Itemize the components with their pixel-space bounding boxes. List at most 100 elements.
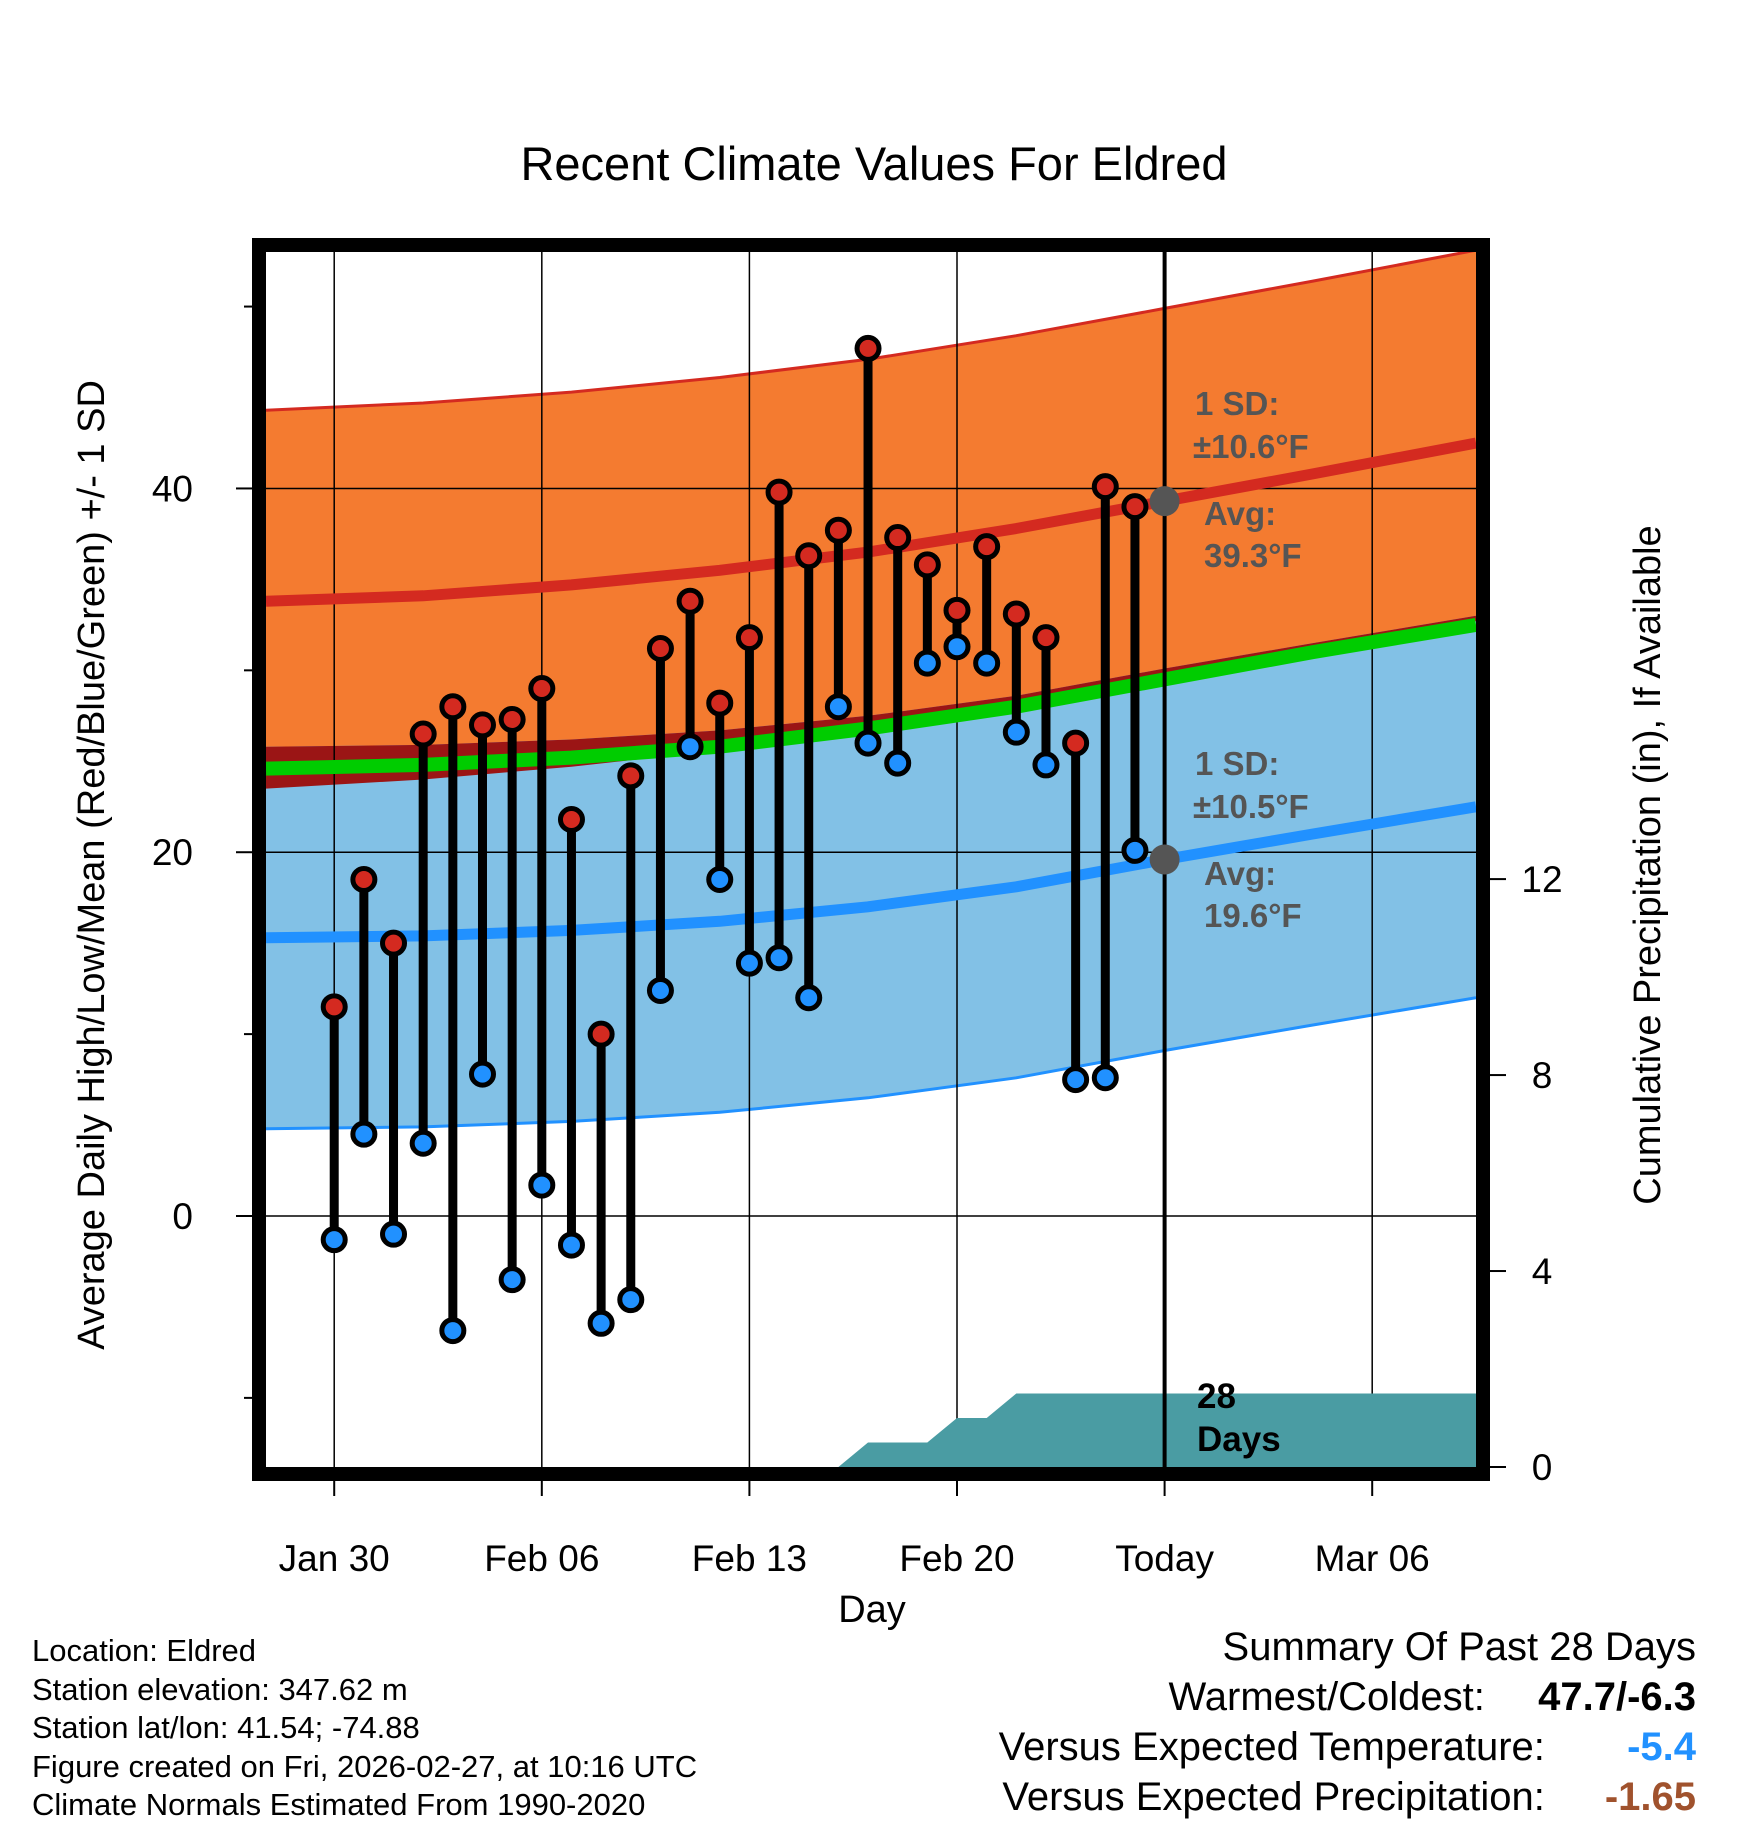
obs-low-point (380, 1220, 408, 1248)
y2-tick-label: 8 (1532, 1055, 1553, 1096)
obs-low-point (1121, 836, 1149, 864)
y-tick-label: 40 (152, 468, 193, 509)
obs-low-point (735, 949, 763, 977)
normals-text: Climate Normals Estimated From 1990-2020 (32, 1787, 646, 1822)
obs-low-point (1002, 718, 1030, 746)
plot-area (266, 252, 1476, 1467)
obs-high-point (913, 551, 941, 579)
y-tick-label: 0 (172, 1196, 193, 1237)
obs-high-point (973, 533, 1001, 561)
y2-tick-label: 4 (1532, 1251, 1553, 1292)
x-axis: Jan 30 Feb 06 Feb 13 Feb 20 Today Mar 06 (279, 1481, 1430, 1579)
x-tick-label: Feb 06 (484, 1538, 599, 1579)
summary-temp-value: -5.4 (1627, 1725, 1696, 1769)
obs-high-point (528, 675, 556, 703)
obs-low-point (1032, 751, 1060, 779)
obs-high-point (380, 929, 408, 957)
obs-high-point (646, 635, 674, 663)
summary-warmest-label: Warmest/Coldest: (1168, 1675, 1485, 1719)
x-axis-label: Day (838, 1589, 906, 1631)
obs-low-point (557, 1231, 585, 1259)
obs-high-point (884, 524, 912, 552)
obs-high-point (765, 478, 793, 506)
low-sd-value: ±10.5°F (1193, 788, 1309, 825)
summary-warmest-row: Warmest/Coldest: 47.7/-6.3 (999, 1672, 1697, 1722)
summary-warmest-value: 47.7/-6.3 (1538, 1675, 1696, 1719)
obs-low-point (706, 866, 734, 894)
obs-low-point (350, 1120, 378, 1148)
obs-high-point (1062, 729, 1090, 757)
y2-tick-label: 0 (1532, 1447, 1553, 1488)
obs-high-point (854, 334, 882, 362)
obs-high-point (824, 516, 852, 544)
observations (320, 334, 1149, 1345)
obs-high-point (735, 624, 763, 652)
station-metadata: Location: Eldred Station elevation: 347.… (32, 1632, 697, 1825)
high-sd-label: 1 SD: (1195, 385, 1279, 422)
latlon-text: Station lat/lon: 41.54; -74.88 (32, 1710, 420, 1745)
obs-low-point (439, 1317, 467, 1345)
obs-high-point (706, 689, 734, 717)
obs-high-point (795, 542, 823, 570)
summary-precip-row: Versus Expected Precipitation: -1.65 (999, 1772, 1696, 1822)
obs-low-point (824, 693, 852, 721)
created-text: Figure created on Fri, 2026-02-27, at 10… (32, 1748, 698, 1784)
low-avg-label: Avg: (1204, 855, 1276, 892)
obs-low-point (646, 976, 674, 1004)
x-tick-label: Today (1115, 1538, 1214, 1579)
obs-low-point (468, 1060, 496, 1088)
days-count-label: 28 (1197, 1377, 1236, 1416)
low-avg-today-marker (1149, 844, 1180, 875)
low-avg-line (266, 801, 1476, 944)
obs-high-point (676, 587, 704, 615)
obs-high-point (350, 866, 378, 894)
obs-high-point (943, 596, 971, 624)
low-sd-label: 1 SD: (1195, 745, 1279, 782)
obs-low-point (1062, 1066, 1090, 1094)
location-text: Location: Eldred (32, 1633, 257, 1668)
x-tick-label: Jan 30 (279, 1538, 390, 1579)
summary-title: Summary Of Past 28 Days (1222, 1625, 1696, 1669)
summary-temp-row: Versus Expected Temperature: -5.4 (999, 1722, 1696, 1772)
obs-high-point (439, 693, 467, 721)
y-axis-label: Average Daily High/Low/Mean (Red/Blue/Gr… (71, 380, 113, 1350)
obs-low-point (617, 1286, 645, 1314)
summary-precip-value: -1.65 (1604, 1775, 1696, 1819)
plot-frame (252, 238, 1490, 1481)
x-tick-label: Mar 06 (1315, 1538, 1430, 1579)
obs-low-point (320, 1226, 348, 1254)
summary-temp-label: Versus Expected Temperature: (998, 1725, 1545, 1769)
obs-high-point (1091, 473, 1119, 501)
obs-low-point (913, 649, 941, 677)
y2-axis-label: Cumulative Precipitation (in), If Availa… (1627, 525, 1669, 1204)
y2-axis: 0 4 8 12 (1490, 859, 1563, 1488)
days-unit-label: Days (1197, 1420, 1281, 1459)
obs-low-point (1091, 1064, 1119, 1092)
obs-high-point (1002, 600, 1030, 628)
obs-low-point (528, 1171, 556, 1199)
high-avg-today-marker (1149, 486, 1180, 517)
obs-high-point (587, 1020, 615, 1048)
summary-precip-label: Versus Expected Precipitation: (1002, 1775, 1545, 1819)
obs-high-point (1121, 493, 1149, 521)
y-axis: 0 20 40 (152, 305, 252, 1399)
x-tick-label: Feb 20 (899, 1538, 1014, 1579)
obs-low-point (498, 1266, 526, 1294)
obs-low-point (765, 944, 793, 972)
x-tick-label: Feb 13 (692, 1538, 807, 1579)
summary-panel: Summary Of Past 28 Days Warmest/Coldest:… (999, 1622, 1696, 1822)
y-tick-label: 20 (152, 832, 193, 873)
obs-low-point (973, 649, 1001, 677)
high-avg-label: Avg: (1204, 495, 1276, 532)
elevation-text: Station elevation: 347.62 m (32, 1671, 408, 1707)
obs-low-point (676, 733, 704, 761)
band-overlap (266, 615, 1476, 789)
obs-high-point (557, 805, 585, 833)
obs-low-point (795, 984, 823, 1012)
high-avg-value: 39.3°F (1204, 537, 1302, 574)
low-sd-lower-line (266, 996, 1476, 1131)
obs-high-point (468, 711, 496, 739)
high-sd-value: ±10.6°F (1193, 428, 1309, 465)
y2-tick-label: 12 (1521, 859, 1562, 900)
